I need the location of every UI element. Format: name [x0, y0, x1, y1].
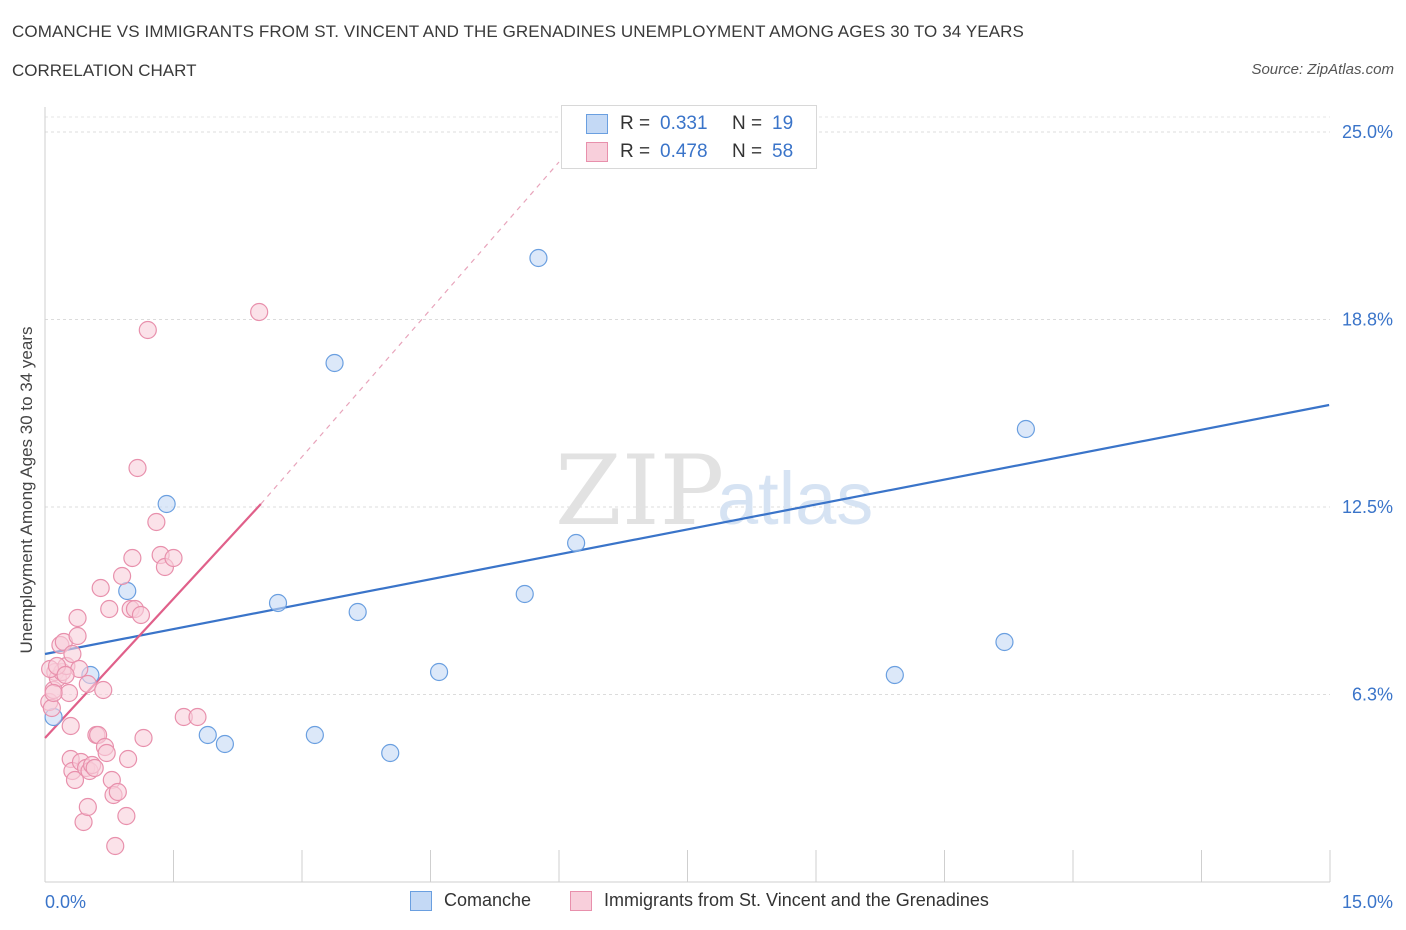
data-point-immigrants — [94, 680, 113, 700]
trend-lines — [44, 161, 1330, 739]
data-points — [40, 248, 1035, 856]
y-tick-label: 18.8% — [1342, 310, 1393, 330]
chart-title: COMANCHE VS IMMIGRANTS FROM ST. VINCENT … — [12, 22, 1024, 41]
source-note: Source: ZipAtlas.com — [1251, 61, 1394, 78]
legend-swatch-comanche — [586, 114, 608, 134]
data-point-immigrants — [147, 512, 166, 532]
y-tick-label: 12.5% — [1342, 497, 1393, 517]
data-point-immigrants — [85, 758, 104, 778]
legend-r-value: 0.478 — [660, 141, 708, 162]
data-point-immigrants — [65, 770, 85, 790]
x-tick-label: 15.0% — [1342, 892, 1393, 912]
legend-row-immigrants: R = 0.478 N = 58 — [586, 140, 793, 164]
watermark: ZIP atlas — [555, 435, 873, 547]
data-point-immigrants — [118, 749, 138, 769]
data-point-immigrants — [106, 836, 125, 856]
data-point-comanche — [995, 632, 1014, 652]
legend-r-label: R = — [620, 141, 651, 162]
data-point-comanche — [1016, 419, 1035, 439]
data-point-immigrants — [91, 578, 110, 598]
data-point-immigrants — [134, 728, 153, 748]
data-point-immigrants — [164, 548, 183, 568]
data-point-comanche — [381, 743, 400, 763]
data-point-comanche — [215, 734, 234, 754]
y-axis-label: Unemployment Among Ages 30 to 34 years — [17, 326, 36, 654]
data-point-immigrants — [123, 548, 142, 568]
legend-n-value: 58 — [772, 141, 794, 162]
x-tick-label: 0.0% — [45, 892, 86, 912]
data-point-comanche — [325, 353, 344, 373]
correlation-legend: R = 0.331 N = 19 R = 0.478 N = 58 — [561, 105, 817, 169]
y-tick-label: 25.0% — [1342, 122, 1393, 142]
data-point-immigrants — [128, 458, 147, 478]
data-point-immigrants — [78, 797, 97, 817]
watermark-zip: ZIP — [555, 435, 724, 547]
legend-n-label: N = — [732, 113, 763, 134]
data-point-comanche — [567, 533, 586, 553]
tick-labels: 6.3% 12.5% 18.8% 25.0% 0.0% 15.0% — [45, 122, 1393, 912]
data-point-immigrants — [100, 599, 119, 619]
data-point-comanche — [157, 494, 176, 514]
data-point-immigrants — [59, 683, 79, 703]
trend-line-immigrants — [44, 503, 262, 739]
data-point-comanche — [885, 665, 904, 685]
legend-n-label: N = — [732, 141, 763, 162]
data-point-immigrants — [108, 782, 127, 802]
data-point-immigrants — [44, 683, 63, 703]
series-legend: Comanche Immigrants from St. Vincent and… — [0, 890, 1406, 916]
data-point-comanche — [268, 593, 288, 613]
axes — [44, 107, 1331, 883]
trend-line-comanche — [44, 403, 1330, 656]
chart-subtitle: CORRELATION CHART — [12, 61, 197, 80]
series-label-immigrants: Immigrants from St. Vincent and the Gren… — [604, 890, 989, 910]
data-point-immigrants — [61, 716, 80, 736]
data-point-immigrants — [68, 626, 87, 646]
data-point-immigrants — [97, 743, 116, 763]
legend-swatch-immigrants — [586, 142, 608, 162]
data-point-comanche — [429, 662, 449, 682]
data-point-comanche — [348, 602, 367, 622]
trend-line-extension — [260, 161, 560, 505]
data-point-immigrants — [42, 698, 61, 718]
data-point-comanche — [515, 584, 534, 604]
legend-r-label: R = — [620, 113, 651, 134]
data-point-immigrants — [117, 806, 136, 826]
data-point-immigrants — [112, 566, 132, 586]
data-point-comanche — [198, 725, 217, 745]
data-point-immigrants — [74, 812, 93, 832]
data-point-immigrants — [68, 608, 87, 628]
legend-row-comanche: R = 0.331 N = 19 — [586, 112, 793, 136]
data-point-immigrants — [131, 605, 151, 625]
series-label-comanche: Comanche — [444, 890, 532, 910]
series-legend-comanche[interactable]: Comanche — [410, 890, 531, 911]
legend-n-value: 19 — [772, 113, 794, 134]
data-point-immigrants — [78, 674, 97, 694]
data-point-immigrants — [138, 320, 157, 340]
data-point-immigrants — [188, 707, 207, 727]
data-point-immigrants — [250, 302, 269, 322]
data-point-comanche — [529, 248, 548, 268]
legend-r-value: 0.331 — [660, 113, 708, 134]
data-point-immigrants — [56, 665, 75, 685]
data-point-immigrants — [63, 644, 82, 664]
series-legend-immigrants[interactable]: Immigrants from St. Vincent and the Gren… — [570, 890, 989, 911]
series-swatch-comanche — [410, 890, 432, 911]
y-tick-label: 6.3% — [1352, 685, 1393, 705]
series-swatch-immigrants — [570, 890, 592, 911]
grid-lines — [45, 116, 1330, 695]
data-point-comanche — [305, 725, 324, 745]
